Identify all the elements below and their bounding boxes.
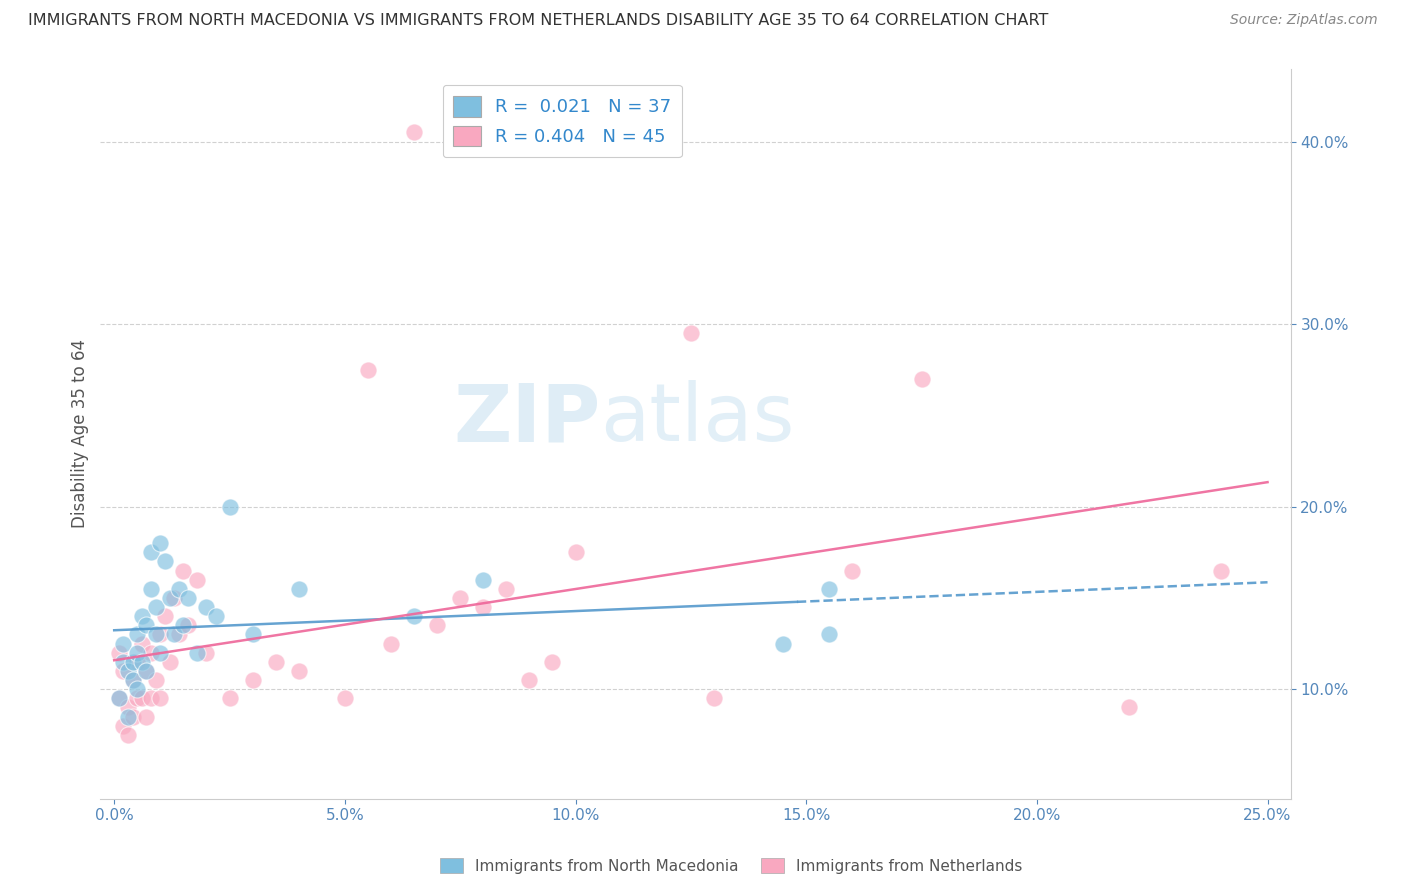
Point <box>287 582 309 596</box>
Point <box>139 582 162 596</box>
Point <box>135 709 157 723</box>
Point <box>145 627 167 641</box>
Point <box>121 673 143 687</box>
Point <box>426 618 449 632</box>
Point <box>139 691 162 706</box>
Point <box>772 637 794 651</box>
Point <box>112 637 135 651</box>
Point <box>159 655 181 669</box>
Point <box>145 600 167 615</box>
Point <box>172 564 194 578</box>
Legend: R =  0.021   N = 37, R = 0.404   N = 45: R = 0.021 N = 37, R = 0.404 N = 45 <box>443 85 682 157</box>
Point <box>519 673 541 687</box>
Point <box>127 646 149 660</box>
Point <box>186 573 208 587</box>
Point <box>149 691 172 706</box>
Point <box>131 637 153 651</box>
Point <box>117 728 139 742</box>
Point <box>127 682 149 697</box>
Point <box>149 536 172 550</box>
Point <box>287 664 309 678</box>
Point <box>139 545 162 559</box>
Point <box>145 673 167 687</box>
Point <box>242 673 264 687</box>
Point <box>107 691 129 706</box>
Y-axis label: Disability Age 35 to 64: Disability Age 35 to 64 <box>72 339 89 528</box>
Point <box>1211 564 1233 578</box>
Point <box>121 673 143 687</box>
Point <box>177 618 200 632</box>
Point <box>204 609 226 624</box>
Point <box>131 655 153 669</box>
Point <box>564 545 586 559</box>
Point <box>127 691 149 706</box>
Point <box>703 691 725 706</box>
Point <box>242 627 264 641</box>
Point <box>195 646 218 660</box>
Text: Source: ZipAtlas.com: Source: ZipAtlas.com <box>1230 13 1378 28</box>
Point <box>121 709 143 723</box>
Point <box>112 664 135 678</box>
Point <box>117 664 139 678</box>
Point <box>218 500 240 514</box>
Text: atlas: atlas <box>600 380 794 458</box>
Point <box>172 618 194 632</box>
Legend: Immigrants from North Macedonia, Immigrants from Netherlands: Immigrants from North Macedonia, Immigra… <box>433 852 1029 880</box>
Point <box>818 627 841 641</box>
Point <box>153 609 176 624</box>
Point <box>841 564 863 578</box>
Point <box>149 646 172 660</box>
Point <box>127 627 149 641</box>
Point <box>264 655 287 669</box>
Point <box>472 573 495 587</box>
Point <box>163 591 186 605</box>
Point <box>139 646 162 660</box>
Point <box>112 655 135 669</box>
Point <box>818 582 841 596</box>
Point <box>112 719 135 733</box>
Point <box>402 609 425 624</box>
Point <box>127 655 149 669</box>
Point <box>149 627 172 641</box>
Point <box>117 709 139 723</box>
Point <box>135 618 157 632</box>
Point <box>195 600 218 615</box>
Point <box>910 372 932 386</box>
Point <box>472 600 495 615</box>
Point <box>131 691 153 706</box>
Point <box>107 646 129 660</box>
Point <box>380 637 402 651</box>
Point <box>177 591 200 605</box>
Point <box>121 655 143 669</box>
Point <box>186 646 208 660</box>
Text: IMMIGRANTS FROM NORTH MACEDONIA VS IMMIGRANTS FROM NETHERLANDS DISABILITY AGE 35: IMMIGRANTS FROM NORTH MACEDONIA VS IMMIG… <box>28 13 1049 29</box>
Point <box>107 691 129 706</box>
Point <box>117 700 139 714</box>
Point <box>402 125 425 139</box>
Point <box>679 326 702 341</box>
Point <box>159 591 181 605</box>
Point <box>449 591 471 605</box>
Point <box>167 627 190 641</box>
Point <box>135 664 157 678</box>
Point <box>218 691 240 706</box>
Text: ZIP: ZIP <box>453 380 600 458</box>
Point <box>153 554 176 568</box>
Point <box>357 363 380 377</box>
Point <box>167 582 190 596</box>
Point <box>333 691 356 706</box>
Point <box>541 655 564 669</box>
Point <box>495 582 517 596</box>
Point <box>131 609 153 624</box>
Point <box>135 664 157 678</box>
Point <box>163 627 186 641</box>
Point <box>1118 700 1140 714</box>
